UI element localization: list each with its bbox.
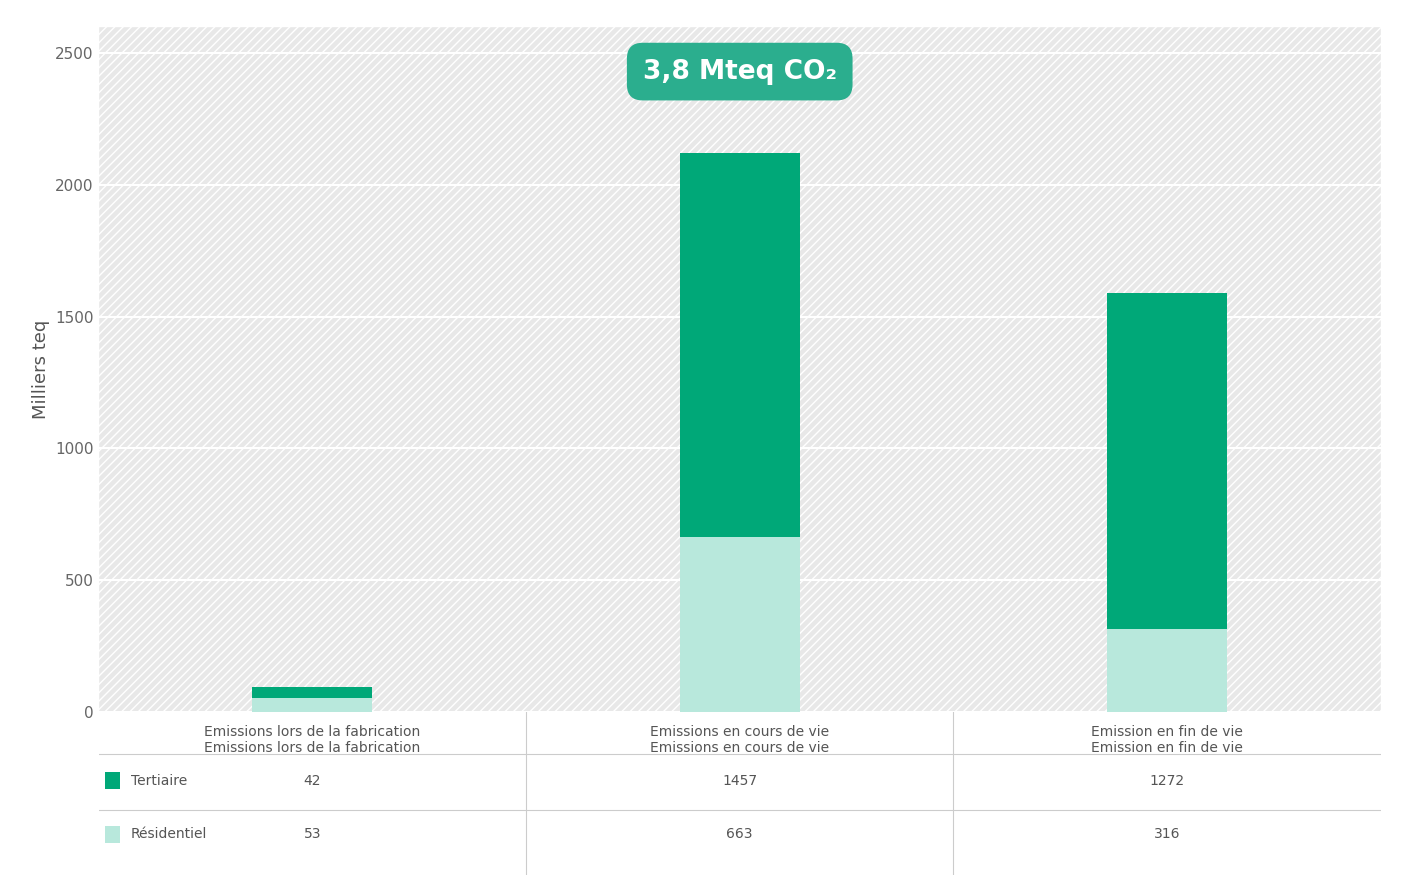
- Text: Emission en fin de vie: Emission en fin de vie: [1091, 741, 1243, 755]
- Text: 663: 663: [727, 827, 752, 841]
- Bar: [106, 772, 120, 789]
- Text: Résidentiel: Résidentiel: [131, 827, 207, 841]
- Bar: [1107, 629, 1227, 712]
- Text: 53: 53: [303, 827, 321, 841]
- Text: Emissions en cours de vie: Emissions en cours de vie: [650, 741, 830, 755]
- Text: 3,8 Mteq CO₂: 3,8 Mteq CO₂: [643, 59, 837, 85]
- Text: Emissions en cours de vie: Emissions en cours de vie: [650, 724, 830, 739]
- Text: Emission en fin de vie: Emission en fin de vie: [1091, 724, 1243, 739]
- Y-axis label: Milliers teq: Milliers teq: [32, 320, 51, 419]
- Bar: [681, 154, 799, 538]
- Bar: [252, 698, 372, 712]
- Text: 42: 42: [303, 773, 321, 788]
- Bar: [252, 687, 372, 698]
- Text: Tertiaire: Tertiaire: [131, 773, 187, 788]
- Bar: [681, 538, 799, 712]
- Text: 1272: 1272: [1150, 773, 1185, 788]
- Bar: [1107, 294, 1227, 629]
- Text: 1457: 1457: [723, 773, 757, 788]
- Text: Emissions lors de la fabrication: Emissions lors de la fabrication: [204, 724, 420, 739]
- Text: 316: 316: [1154, 827, 1181, 841]
- Bar: [106, 826, 120, 842]
- Bar: [99, 27, 1381, 712]
- Text: Emissions lors de la fabrication: Emissions lors de la fabrication: [204, 741, 420, 755]
